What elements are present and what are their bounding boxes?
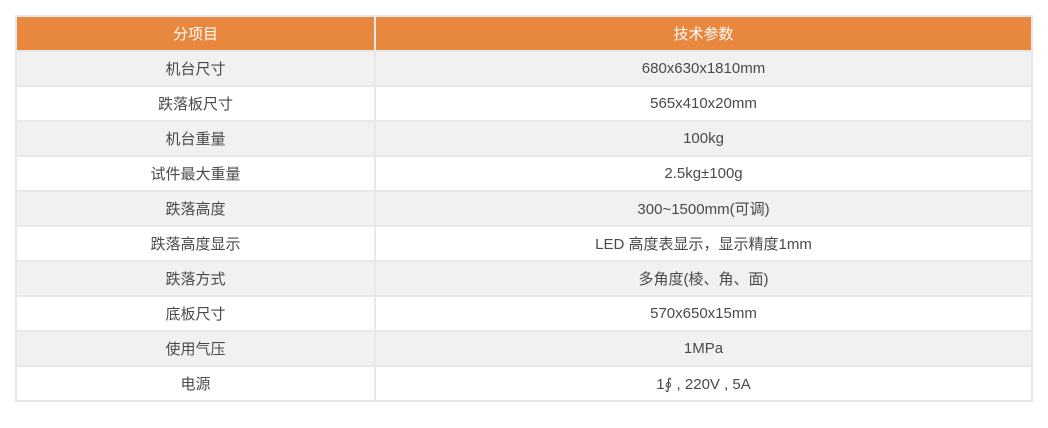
- spec-item-cell: 跌落高度显示: [17, 227, 374, 260]
- spec-value-cell: 多角度(棱、角、面): [376, 262, 1031, 295]
- spec-table: 分项目 技术参数 机台尺寸 680x630x1810mm 跌落板尺寸 565x410x…: [15, 15, 1033, 402]
- column-header-item: 分项目: [17, 17, 374, 50]
- table-row: 机台重量 100kg: [17, 122, 1031, 155]
- spec-item-cell: 机台重量: [17, 122, 374, 155]
- table-row: 跌落板尺寸 565x410x20mm: [17, 87, 1031, 120]
- table-row: 底板尺寸 570x650x15mm: [17, 297, 1031, 330]
- spec-value-cell: 570x650x15mm: [376, 297, 1031, 330]
- spec-value-cell: 2.5kg±100g: [376, 157, 1031, 190]
- spec-value-cell: 100kg: [376, 122, 1031, 155]
- spec-item-cell: 机台尺寸: [17, 52, 374, 85]
- spec-table-body: 机台尺寸 680x630x1810mm 跌落板尺寸 565x410x20mm 机台重量 1…: [17, 52, 1031, 400]
- spec-item-cell: 电源: [17, 367, 374, 400]
- table-row: 跌落高度 300~1500mm(可调): [17, 192, 1031, 225]
- spec-item-cell: 跌落高度: [17, 192, 374, 225]
- table-row: 试件最大重量 2.5kg±100g: [17, 157, 1031, 190]
- spec-item-cell: 试件最大重量: [17, 157, 374, 190]
- table-row: 跌落方式 多角度(棱、角、面): [17, 262, 1031, 295]
- spec-item-cell: 底板尺寸: [17, 297, 374, 330]
- table-row: 使用气压 1MPa: [17, 332, 1031, 365]
- column-header-params: 技术参数: [376, 17, 1031, 50]
- spec-item-cell: 跌落方式: [17, 262, 374, 295]
- table-row: 跌落高度显示 LED 高度表显示，显示精度1mm: [17, 227, 1031, 260]
- spec-value-cell: 680x630x1810mm: [376, 52, 1031, 85]
- spec-item-cell: 使用气压: [17, 332, 374, 365]
- spec-value-cell: LED 高度表显示，显示精度1mm: [376, 227, 1031, 260]
- spec-value-cell: 1MPa: [376, 332, 1031, 365]
- spec-value-cell: 1∮ , 220V , 5A: [376, 367, 1031, 400]
- spec-table-header: 分项目 技术参数: [17, 17, 1031, 50]
- table-row: 电源 1∮ , 220V , 5A: [17, 367, 1031, 400]
- spec-item-cell: 跌落板尺寸: [17, 87, 374, 120]
- header-row: 分项目 技术参数: [17, 17, 1031, 50]
- table-row: 机台尺寸 680x630x1810mm: [17, 52, 1031, 85]
- spec-value-cell: 565x410x20mm: [376, 87, 1031, 120]
- spec-value-cell: 300~1500mm(可调): [376, 192, 1031, 225]
